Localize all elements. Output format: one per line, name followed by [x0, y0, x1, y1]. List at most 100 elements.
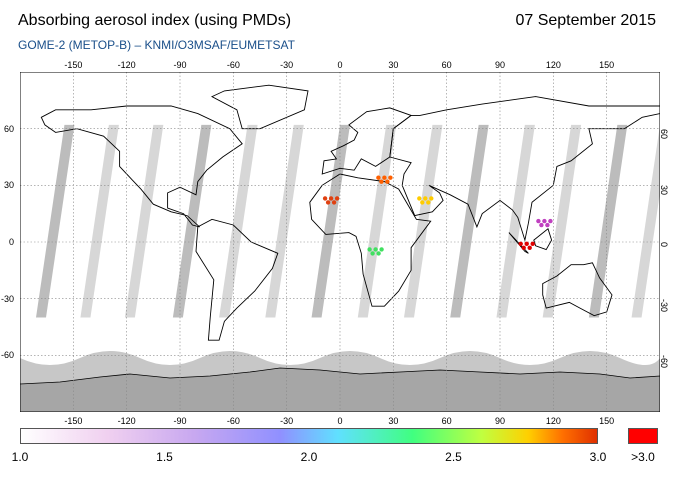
aerosol-hotspot	[545, 222, 550, 228]
aerosol-hotspot	[370, 251, 375, 256]
land-outline	[533, 228, 553, 251]
lat-tick-right: 0	[659, 242, 669, 248]
graticule	[20, 72, 660, 412]
colorbar-label: 2.5	[445, 450, 462, 464]
lat-tick-left: -60	[0, 350, 14, 361]
orbit-gap-swath	[265, 124, 304, 318]
aerosol-hotspot	[536, 218, 541, 224]
lat-tick-left: -30	[0, 293, 14, 304]
aerosol-hotspot	[334, 196, 340, 201]
orbit-gap-swath	[631, 124, 660, 318]
colorbar-label: 1.0	[11, 450, 29, 464]
lat-tick-right: 30	[659, 185, 669, 196]
land-outline	[542, 262, 613, 317]
lon-tick-bottom: -30	[280, 416, 294, 426]
orbit-gap-swath	[450, 124, 489, 318]
lat-tick-right: 60	[659, 128, 669, 139]
aerosol-hotspot	[420, 200, 425, 205]
aerosol-hotspot	[331, 200, 337, 205]
lon-tick-top: 120	[545, 60, 561, 70]
lon-tick-bottom: 0	[337, 416, 343, 426]
continents	[40, 84, 660, 341]
lon-tick-top: -60	[226, 60, 240, 70]
aerosol-hotspots	[322, 175, 553, 256]
lon-tick-bottom: -60	[226, 416, 240, 426]
aerosol-hotspot	[530, 241, 535, 246]
lon-tick-bottom: -90	[173, 416, 187, 426]
aerosol-hotspot	[539, 222, 544, 228]
aerosol-hotspot	[385, 179, 390, 184]
aerosol-hotspot	[429, 196, 434, 201]
aerosol-hotspot	[382, 175, 387, 180]
colorbar	[20, 428, 598, 444]
aerosol-hotspot	[518, 241, 523, 246]
lon-tick-bottom: -150	[64, 416, 83, 426]
lon-tick-top: 60	[441, 60, 452, 70]
lon-tick-top: -120	[117, 60, 136, 70]
aerosol-hotspot	[423, 196, 428, 201]
aerosol-hotspot	[367, 247, 372, 252]
lat-tick-right: -30	[659, 298, 669, 312]
aerosol-hotspot	[426, 200, 431, 205]
lon-tick-bottom: -120	[117, 416, 136, 426]
lat-tick-left: 30	[3, 180, 14, 191]
land-outline	[309, 173, 432, 307]
lat-tick-right: -60	[659, 355, 669, 369]
orbit-gap-swath	[36, 124, 75, 318]
colorbar-overflow-swatch	[628, 428, 658, 444]
aerosol-hotspot	[548, 218, 553, 224]
aerosol-hotspot	[325, 200, 331, 205]
lon-tick-bottom: 30	[388, 416, 399, 426]
aerosol-hotspot	[379, 179, 384, 184]
lon-tick-bottom: 90	[494, 416, 506, 426]
colorbar-overflow-label: >3.0	[631, 450, 655, 464]
aerosol-hotspot	[376, 251, 381, 256]
aerosol-hotspot	[322, 196, 328, 201]
lat-tick-left: 60	[3, 123, 14, 134]
colorbar-label: 3.0	[589, 450, 607, 464]
lon-tick-top: 90	[494, 60, 506, 70]
lon-tick-bottom: 60	[441, 416, 452, 426]
orbit-gap-swath	[357, 124, 397, 318]
lon-tick-bottom: 150	[599, 416, 615, 426]
aerosol-hotspot	[524, 241, 529, 246]
orbit-gap-swath	[496, 124, 535, 318]
lon-tick-top: -90	[173, 60, 187, 70]
aerosol-hotspot	[328, 196, 334, 201]
aerosol-hotspot	[373, 247, 378, 252]
colorbar-label: 1.5	[156, 450, 173, 464]
aerosol-hotspot	[417, 196, 422, 201]
lon-tick-top: 0	[337, 60, 343, 70]
land-outline	[195, 218, 279, 341]
aerosol-hotspot	[527, 245, 532, 250]
map-title: Absorbing aerosol index (using PMDs)	[18, 12, 292, 29]
orbit-gap-swath	[219, 124, 258, 318]
aerosol-hotspot	[379, 247, 384, 252]
no-data-swaths	[36, 124, 660, 318]
orbit-gap-swath	[542, 124, 582, 318]
orbit-gap-swath	[172, 124, 212, 318]
orbit-gap-swath	[588, 124, 628, 318]
lat-tick-left: 0	[8, 237, 14, 247]
orbit-gap-swath	[404, 124, 443, 318]
land-outline	[321, 107, 413, 175]
map-date: 07 September 2015	[515, 12, 656, 29]
map-subtitle: GOME-2 (METOP-B) – KNMI/O3MSAF/EUMETSAT	[18, 38, 295, 52]
lon-tick-top: -150	[64, 60, 83, 70]
lon-tick-top: 150	[599, 60, 615, 70]
aerosol-hotspot	[376, 175, 381, 180]
orbit-gap-swath	[80, 124, 119, 318]
aerosol-map	[20, 72, 660, 412]
land-outline	[210, 84, 309, 130]
aerosol-hotspot	[388, 175, 393, 180]
lon-tick-top: 30	[388, 60, 399, 70]
aerosol-hotspot	[521, 245, 526, 250]
land-outline	[389, 96, 660, 242]
colorbar-label: 2.0	[300, 450, 318, 464]
orbit-gap-swath	[124, 124, 164, 318]
lon-tick-top: -30	[280, 60, 294, 70]
aerosol-hotspot	[542, 218, 547, 224]
lon-tick-bottom: 120	[545, 416, 561, 426]
orbit-gap-swath	[311, 124, 350, 318]
land-outline	[40, 105, 243, 228]
